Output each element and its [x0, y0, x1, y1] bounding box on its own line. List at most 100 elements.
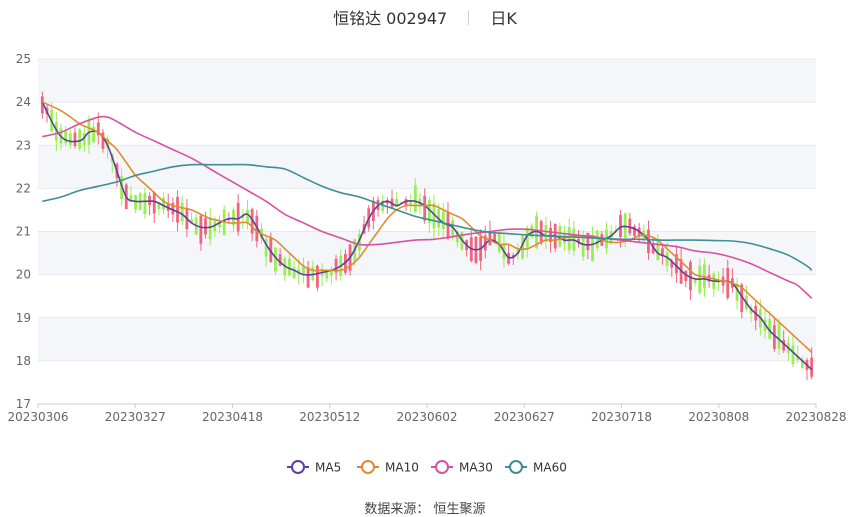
candle[interactable]: [330, 266, 333, 285]
candle-body: [106, 138, 110, 149]
candle[interactable]: [726, 259, 730, 301]
candle[interactable]: [274, 247, 277, 276]
candle[interactable]: [395, 191, 399, 208]
candle[interactable]: [64, 125, 68, 146]
candle[interactable]: [577, 230, 580, 248]
candle[interactable]: [162, 192, 165, 215]
candle[interactable]: [134, 194, 137, 214]
legend[interactable]: MA5 MA10 MA30 MA60: [287, 460, 567, 475]
candle[interactable]: [311, 260, 315, 282]
candle[interactable]: [166, 193, 170, 219]
candle-body: [735, 283, 739, 301]
candle[interactable]: [539, 219, 543, 246]
candle[interactable]: [777, 319, 781, 355]
candle[interactable]: [152, 191, 156, 224]
candle[interactable]: [232, 207, 235, 232]
candle[interactable]: [689, 259, 692, 300]
candle[interactable]: [684, 270, 688, 288]
candle-body: [800, 359, 804, 368]
candle[interactable]: [404, 196, 408, 211]
legend-item-ma10[interactable]: MA10: [357, 460, 419, 475]
candle[interactable]: [675, 245, 678, 283]
candle-body: [772, 325, 776, 349]
candle[interactable]: [521, 234, 524, 261]
candle-body: [497, 232, 501, 252]
candle[interactable]: [302, 257, 305, 284]
candle-body: [264, 238, 268, 257]
candle[interactable]: [180, 195, 184, 226]
candle[interactable]: [525, 225, 529, 258]
candle-body: [64, 130, 68, 144]
candle-body: [689, 262, 692, 291]
candle[interactable]: [712, 271, 716, 297]
candle[interactable]: [157, 201, 161, 216]
candle[interactable]: [744, 285, 748, 311]
candle-body: [516, 249, 520, 254]
candle[interactable]: [316, 264, 319, 292]
candle[interactable]: [264, 234, 268, 267]
candle[interactable]: [810, 347, 814, 380]
candle[interactable]: [768, 311, 772, 340]
candle[interactable]: [250, 207, 254, 242]
legend-item-ma60[interactable]: MA60: [505, 460, 567, 475]
candle[interactable]: [507, 245, 511, 266]
candle[interactable]: [497, 231, 501, 254]
candle[interactable]: [516, 243, 520, 260]
candle-body: [302, 266, 305, 276]
legend-item-ma5[interactable]: MA5: [287, 460, 341, 475]
candle[interactable]: [530, 223, 534, 239]
candle[interactable]: [288, 253, 291, 277]
candle[interactable]: [143, 187, 147, 219]
candle[interactable]: [619, 209, 622, 248]
candle[interactable]: [595, 229, 599, 252]
candle[interactable]: [129, 185, 133, 202]
candle[interactable]: [283, 255, 287, 281]
candle[interactable]: [703, 258, 706, 298]
candle[interactable]: [236, 194, 240, 236]
candle-body: [796, 356, 800, 360]
candle[interactable]: [558, 222, 562, 248]
candle[interactable]: [432, 194, 436, 239]
candle-body: [619, 215, 622, 237]
candle-body: [404, 199, 408, 206]
candle[interactable]: [656, 234, 660, 261]
candle[interactable]: [413, 177, 417, 213]
candle[interactable]: [800, 356, 804, 369]
candle[interactable]: [544, 216, 548, 250]
candle[interactable]: [782, 330, 786, 353]
candle[interactable]: [749, 304, 753, 323]
candle[interactable]: [357, 229, 361, 257]
candle[interactable]: [101, 128, 105, 153]
candle[interactable]: [73, 127, 77, 149]
candle[interactable]: [148, 192, 151, 216]
candle[interactable]: [735, 277, 739, 310]
candle[interactable]: [78, 128, 82, 152]
candle-body: [581, 235, 585, 257]
candle[interactable]: [441, 202, 445, 238]
candle[interactable]: [82, 125, 86, 152]
legend-item-ma30[interactable]: MA30: [431, 460, 493, 475]
y-tick-label: 23: [16, 138, 31, 152]
candle-body: [595, 230, 599, 248]
candle-body: [250, 209, 254, 234]
candle[interactable]: [390, 189, 394, 209]
period-label[interactable]: 日K: [490, 9, 517, 28]
candle[interactable]: [628, 213, 632, 236]
candle[interactable]: [553, 223, 557, 253]
candle[interactable]: [241, 209, 245, 229]
candle[interactable]: [427, 196, 431, 234]
candle[interactable]: [409, 193, 413, 213]
candle[interactable]: [446, 201, 450, 241]
candle[interactable]: [176, 190, 179, 232]
legend-label: MA10: [385, 461, 419, 475]
candle[interactable]: [40, 91, 44, 119]
candle[interactable]: [399, 201, 403, 203]
candle-body: [661, 248, 664, 257]
candle[interactable]: [796, 345, 800, 363]
candle[interactable]: [740, 282, 744, 319]
candle[interactable]: [199, 213, 203, 251]
candle[interactable]: [805, 357, 809, 381]
candle[interactable]: [68, 129, 72, 149]
candle[interactable]: [661, 244, 664, 265]
